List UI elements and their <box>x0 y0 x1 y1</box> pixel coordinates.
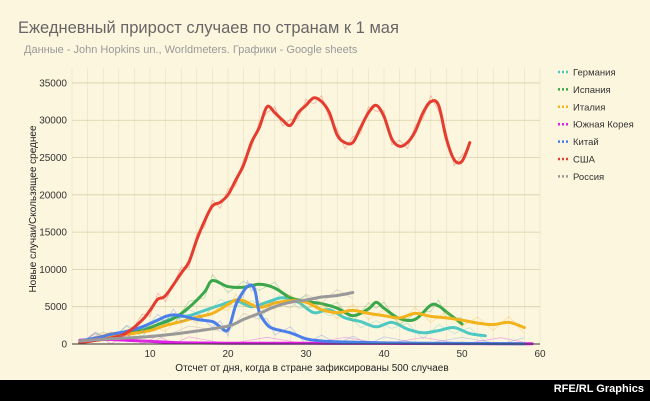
chart-subtitle: Данные - John Hopkins un., Worldmeters. … <box>24 44 358 56</box>
legend-label: Россия <box>573 172 604 183</box>
x-axis-label: Отсчет от дня, когда в стране зафиксиров… <box>175 362 448 374</box>
legend-entry: США <box>558 155 596 166</box>
legend-label: США <box>573 155 596 166</box>
series-2-line <box>78 279 464 344</box>
chart: Ежедневный прирост случаев по странам к … <box>18 19 634 374</box>
legend-label: Италия <box>573 102 605 113</box>
y-tick-label: 25000 <box>39 153 67 164</box>
x-tick-label: 30 <box>300 349 312 360</box>
legend-entry: Испания <box>558 85 611 96</box>
legend-label: Китай <box>573 137 599 148</box>
x-tick-label: 50 <box>456 349 468 360</box>
legend-label: Южная Корея <box>573 120 634 131</box>
y-tick-label: 20000 <box>39 190 67 201</box>
legend-entry: Италия <box>558 102 605 113</box>
y-tick-label: 30000 <box>39 116 67 127</box>
y-tick-label: 15000 <box>39 228 67 239</box>
y-tick-label: 35000 <box>39 78 67 89</box>
y-tick-label: 10000 <box>39 265 67 276</box>
y-tick-label: 5000 <box>45 302 68 313</box>
y-tick-label: 0 <box>61 340 67 351</box>
x-tick-label: 20 <box>222 349 234 360</box>
x-tick-label: 40 <box>378 349 390 360</box>
chart-title: Ежедневный прирост случаев по странам к … <box>18 19 399 37</box>
x-tick-label: 10 <box>144 349 156 360</box>
series-6-line <box>78 96 472 344</box>
series-5-raw-line <box>79 279 525 345</box>
y-axis-label: Новые случаи/Скользящее среднее <box>28 125 39 293</box>
series-3-raw-line <box>79 293 525 345</box>
series-7-raw-line <box>79 289 353 345</box>
legend-entry: Южная Корея <box>558 120 634 131</box>
legend-entry: Россия <box>558 172 604 183</box>
legend: Германия Испания Италия Южная Корея Китай США… <box>558 68 634 183</box>
x-tick-labels: 10 20 30 40 50 60 <box>144 349 546 360</box>
footer: RFE/RL Graphics <box>0 380 650 401</box>
credit-label: RFE/RL Graphics <box>553 383 644 395</box>
x-tick-label: 60 <box>534 349 546 360</box>
legend-entry: Германия <box>558 68 616 79</box>
series-7-line <box>78 291 355 343</box>
series-5-line <box>78 283 526 346</box>
legend-label: Испания <box>573 85 611 96</box>
legend-entry: Китай <box>558 137 599 148</box>
series-3-line <box>78 298 526 343</box>
y-tick-labels: 0 5000 10000 15000 20000 25000 30000 35000 <box>39 78 67 350</box>
chart-card: Ежедневный прирост случаев по странам к … <box>0 0 650 380</box>
legend-label: Германия <box>573 68 616 79</box>
